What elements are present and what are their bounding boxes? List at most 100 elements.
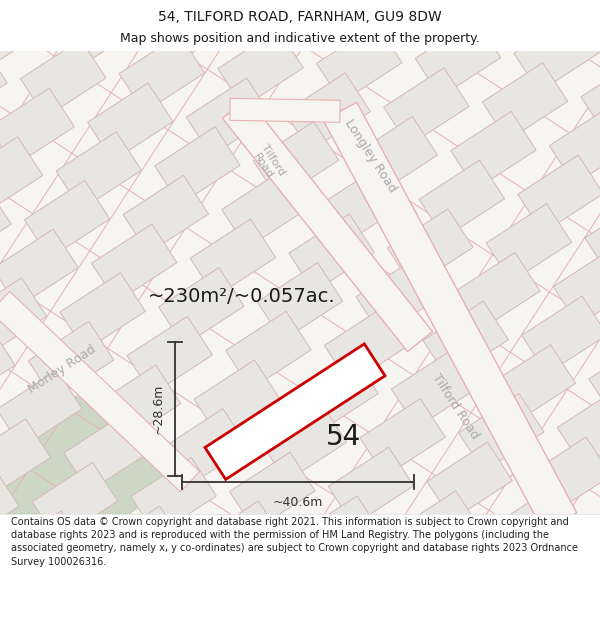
Polygon shape bbox=[0, 44, 7, 122]
Polygon shape bbox=[56, 132, 142, 209]
Polygon shape bbox=[0, 88, 74, 166]
Polygon shape bbox=[325, 306, 410, 384]
Polygon shape bbox=[230, 452, 315, 530]
Polygon shape bbox=[205, 344, 385, 479]
Polygon shape bbox=[419, 160, 505, 238]
Polygon shape bbox=[230, 98, 340, 122]
Polygon shape bbox=[0, 0, 39, 74]
Polygon shape bbox=[92, 224, 177, 302]
Text: Contains OS data © Crown copyright and database right 2021. This information is : Contains OS data © Crown copyright and d… bbox=[11, 517, 578, 567]
Polygon shape bbox=[190, 219, 275, 297]
Polygon shape bbox=[0, 278, 47, 356]
Polygon shape bbox=[0, 229, 78, 307]
Polygon shape bbox=[585, 199, 600, 276]
Polygon shape bbox=[158, 268, 244, 346]
Polygon shape bbox=[356, 258, 442, 336]
Polygon shape bbox=[455, 253, 540, 330]
Polygon shape bbox=[423, 301, 508, 379]
Polygon shape bbox=[222, 170, 307, 248]
Text: Morley Road: Morley Road bbox=[26, 343, 98, 396]
Polygon shape bbox=[427, 442, 512, 520]
Polygon shape bbox=[0, 186, 11, 263]
Polygon shape bbox=[226, 311, 311, 389]
Polygon shape bbox=[518, 155, 600, 233]
Polygon shape bbox=[127, 316, 212, 394]
Polygon shape bbox=[451, 111, 536, 189]
Polygon shape bbox=[186, 78, 272, 156]
Polygon shape bbox=[297, 496, 382, 574]
Polygon shape bbox=[194, 360, 280, 438]
Text: Tilford
Road: Tilford Road bbox=[250, 143, 287, 184]
Text: Tilford Road: Tilford Road bbox=[429, 372, 481, 442]
Text: 54, TILFORD ROAD, FARNHAM, GU9 8DW: 54, TILFORD ROAD, FARNHAM, GU9 8DW bbox=[158, 10, 442, 24]
Polygon shape bbox=[218, 29, 303, 107]
Polygon shape bbox=[490, 345, 575, 423]
Text: Longley Road: Longley Road bbox=[341, 118, 398, 196]
Polygon shape bbox=[360, 399, 445, 476]
Polygon shape bbox=[0, 419, 50, 497]
Polygon shape bbox=[317, 24, 402, 102]
Polygon shape bbox=[323, 102, 577, 531]
Polygon shape bbox=[553, 248, 600, 325]
Polygon shape bbox=[388, 209, 473, 287]
Text: ~230m²/~0.057ac.: ~230m²/~0.057ac. bbox=[148, 287, 335, 306]
Polygon shape bbox=[395, 491, 481, 569]
Polygon shape bbox=[0, 326, 15, 404]
Polygon shape bbox=[581, 58, 600, 136]
Polygon shape bbox=[151, 0, 236, 64]
Polygon shape bbox=[119, 34, 205, 112]
Polygon shape bbox=[20, 39, 106, 118]
Polygon shape bbox=[526, 437, 600, 515]
Polygon shape bbox=[383, 68, 469, 146]
Polygon shape bbox=[486, 204, 572, 282]
Polygon shape bbox=[593, 481, 600, 559]
Polygon shape bbox=[494, 486, 580, 564]
Polygon shape bbox=[589, 339, 600, 418]
Polygon shape bbox=[28, 321, 114, 399]
Polygon shape bbox=[285, 73, 370, 151]
Polygon shape bbox=[131, 458, 217, 535]
Polygon shape bbox=[348, 0, 434, 53]
Polygon shape bbox=[250, 0, 335, 59]
Polygon shape bbox=[514, 14, 599, 92]
Text: Map shows position and indicative extent of the property.: Map shows position and indicative extent… bbox=[120, 32, 480, 45]
Polygon shape bbox=[100, 506, 185, 584]
Polygon shape bbox=[123, 176, 209, 253]
Polygon shape bbox=[320, 165, 406, 243]
Polygon shape bbox=[557, 388, 600, 466]
Polygon shape bbox=[198, 501, 283, 579]
Polygon shape bbox=[0, 468, 19, 546]
Polygon shape bbox=[0, 137, 43, 214]
Text: ~40.6m: ~40.6m bbox=[273, 496, 323, 509]
Polygon shape bbox=[482, 62, 568, 141]
Polygon shape bbox=[261, 404, 347, 481]
Polygon shape bbox=[25, 181, 110, 258]
Polygon shape bbox=[257, 262, 343, 341]
Polygon shape bbox=[223, 98, 433, 351]
Polygon shape bbox=[0, 370, 82, 448]
Polygon shape bbox=[447, 0, 532, 48]
Polygon shape bbox=[95, 365, 181, 443]
Polygon shape bbox=[550, 106, 600, 184]
Polygon shape bbox=[293, 355, 378, 432]
Polygon shape bbox=[522, 296, 600, 374]
Polygon shape bbox=[352, 116, 437, 194]
Polygon shape bbox=[458, 393, 544, 471]
Polygon shape bbox=[391, 350, 477, 428]
Polygon shape bbox=[0, 392, 175, 514]
Polygon shape bbox=[1, 511, 86, 589]
Text: 54: 54 bbox=[326, 423, 361, 451]
Polygon shape bbox=[64, 414, 149, 492]
Polygon shape bbox=[88, 83, 173, 161]
Polygon shape bbox=[253, 122, 339, 199]
Polygon shape bbox=[415, 19, 500, 97]
Polygon shape bbox=[0, 291, 200, 492]
Text: ~28.6m: ~28.6m bbox=[152, 384, 165, 434]
Polygon shape bbox=[163, 409, 248, 486]
Polygon shape bbox=[52, 0, 137, 69]
Polygon shape bbox=[32, 462, 118, 541]
Polygon shape bbox=[328, 448, 414, 525]
Polygon shape bbox=[60, 272, 145, 351]
Polygon shape bbox=[289, 214, 374, 292]
Polygon shape bbox=[155, 127, 240, 204]
